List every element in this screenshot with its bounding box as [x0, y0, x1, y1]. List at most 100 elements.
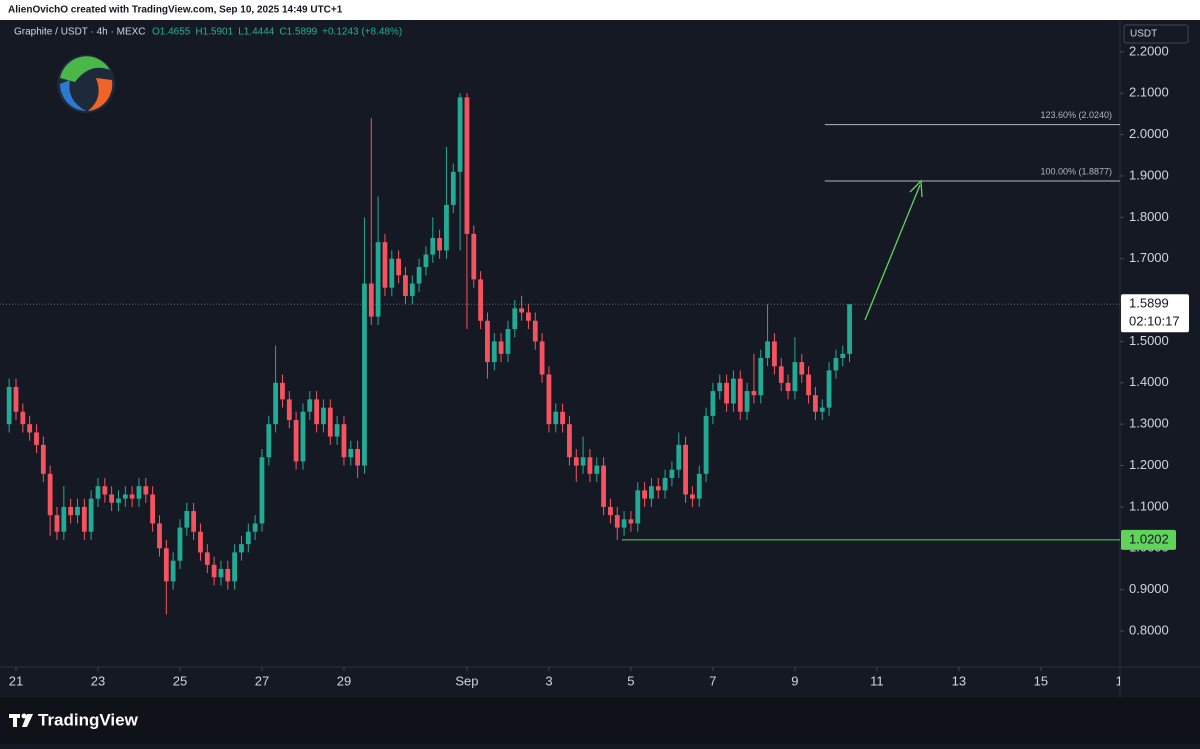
- candle-body: [731, 378, 736, 404]
- candle-body: [157, 523, 162, 549]
- candle-body: [88, 498, 94, 532]
- candle-body: [430, 238, 436, 255]
- candle-body: [840, 353, 846, 358]
- candle-body: [122, 494, 128, 499]
- candle-body: [34, 432, 39, 445]
- candle-body: [109, 494, 115, 503]
- x-tick-label: 11: [870, 673, 884, 688]
- candle-body: [437, 238, 442, 251]
- candle-body: [314, 399, 320, 425]
- y-tick-label: 2.2000: [1129, 43, 1169, 58]
- candle-body: [813, 395, 818, 412]
- candle-body: [266, 424, 272, 458]
- candle-body: [416, 266, 422, 284]
- x-tick-label: 21: [9, 673, 23, 688]
- candle-body: [95, 486, 101, 499]
- candle-body: [806, 374, 811, 396]
- candle-body: [341, 424, 347, 458]
- candle-body: [259, 457, 265, 524]
- y-tick-label: 1.8000: [1129, 209, 1169, 224]
- candle-body: [280, 382, 285, 400]
- x-tick-label: 29: [337, 673, 351, 688]
- last-price-tag: [1121, 294, 1189, 333]
- support-tag: [1121, 529, 1176, 550]
- x-tick-label: 15: [1034, 673, 1048, 688]
- y-tick-label: 0.9000: [1129, 581, 1169, 596]
- x-tick-label: 5: [627, 673, 634, 688]
- footer-brand: TradingView: [38, 710, 139, 729]
- ohlc-value: H1.5901: [195, 27, 233, 38]
- candle-body: [368, 283, 374, 317]
- candle-body: [184, 511, 190, 528]
- y-tick-label: 1.9000: [1129, 167, 1169, 182]
- candle-body: [355, 448, 361, 466]
- candle-body: [423, 254, 429, 267]
- candle-body: [129, 494, 135, 499]
- candle-body: [54, 515, 60, 532]
- candle-body: [225, 568, 231, 582]
- x-tick-label: 23: [91, 673, 105, 688]
- candle-body: [163, 548, 169, 582]
- candle-body: [546, 374, 552, 425]
- candle-body: [614, 515, 620, 528]
- header-bar: [0, 0, 1200, 20]
- y-tick-label: 0.8000: [1129, 622, 1169, 637]
- candle-body: [717, 382, 723, 392]
- currency-box: [1123, 24, 1189, 44]
- candle-body: [683, 444, 688, 495]
- candle-body: [232, 552, 238, 582]
- candle-body: [286, 399, 292, 421]
- candle-body: [457, 97, 463, 172]
- candle-body: [737, 378, 743, 412]
- candle-body: [662, 477, 668, 491]
- header-text: AlienOvichO created with TradingView.com…: [8, 5, 343, 16]
- candle-body: [170, 560, 176, 582]
- candle-body: [505, 329, 511, 354]
- candle-body: [512, 308, 518, 330]
- candle-body: [191, 511, 197, 532]
- candle-body: [245, 531, 251, 545]
- x-tick-label: 9: [791, 673, 798, 688]
- y-tick-label: 2.0000: [1129, 126, 1169, 141]
- candle-body: [539, 341, 545, 375]
- candle-body: [75, 506, 80, 516]
- candle-body: [847, 304, 852, 354]
- candle-body: [389, 258, 395, 288]
- candle-body: [61, 506, 67, 532]
- y-tick-label: 1.5000: [1129, 333, 1169, 348]
- candle-body: [13, 386, 19, 412]
- candle-body: [724, 382, 729, 404]
- candle-body: [327, 407, 333, 437]
- last-price-label: 1.5899: [1129, 296, 1169, 311]
- candle-body: [491, 341, 497, 363]
- candle-body: [40, 444, 46, 474]
- x-tick-label: 25: [173, 673, 187, 688]
- candle-body: [580, 457, 586, 466]
- candle-body: [676, 444, 682, 470]
- candle-body: [772, 341, 777, 367]
- candle-body: [703, 415, 709, 474]
- candle-body: [669, 469, 675, 478]
- candle-body: [382, 242, 388, 288]
- y-tick-label: 1.7000: [1129, 250, 1169, 265]
- candle-body: [204, 552, 210, 565]
- candle-body: [300, 411, 306, 462]
- x-tick-label: 7: [709, 673, 716, 688]
- candle-body: [478, 279, 483, 321]
- candle-body: [526, 312, 531, 321]
- candle-body: [819, 407, 825, 412]
- candle-body: [696, 473, 702, 499]
- fib-label: 100.00% (1.8877): [1040, 166, 1112, 176]
- y-tick-label: 1.2000: [1129, 457, 1169, 472]
- x-tick-label: 17: [1116, 673, 1130, 688]
- candle-body: [409, 283, 415, 296]
- candle-body: [218, 568, 224, 578]
- x-tick-label: 3: [545, 673, 552, 688]
- candle-body: [293, 420, 299, 462]
- support-tag-label: 1.0202: [1129, 531, 1169, 546]
- symbol-title: Graphite / USDT · 4h · MEXC: [14, 27, 146, 38]
- candle-body: [403, 275, 408, 296]
- candle-body: [751, 391, 757, 396]
